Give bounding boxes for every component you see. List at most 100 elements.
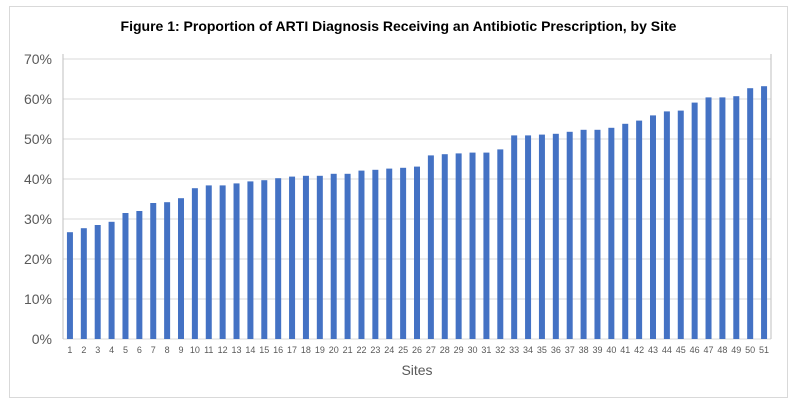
bar — [247, 181, 254, 339]
bar — [344, 173, 351, 339]
bar — [372, 169, 379, 339]
bar — [594, 129, 601, 339]
x-tick-label: 35 — [537, 345, 547, 355]
bar — [719, 97, 726, 340]
x-tick-label: 2 — [81, 345, 86, 355]
x-tick-label: 48 — [717, 345, 727, 355]
x-tick-label: 45 — [676, 345, 686, 355]
chart-frame — [9, 6, 788, 398]
bar — [691, 102, 698, 339]
x-tick-label: 46 — [690, 345, 700, 355]
x-tick-label: 24 — [384, 345, 394, 355]
x-tick-label: 37 — [565, 345, 575, 355]
x-tick-label: 10 — [190, 345, 200, 355]
x-tick-label: 49 — [731, 345, 741, 355]
bar — [358, 170, 365, 339]
bar — [469, 152, 476, 339]
bar — [552, 133, 559, 339]
y-tick-label: 20% — [24, 251, 52, 267]
bar — [538, 134, 545, 339]
bar — [483, 152, 490, 339]
bar — [650, 115, 656, 340]
x-tick-label: 21 — [343, 345, 353, 355]
x-tick-label: 1 — [67, 345, 72, 355]
x-axis-label: Sites — [401, 362, 432, 378]
x-tick-label: 11 — [204, 345, 213, 355]
x-tick-label: 38 — [579, 345, 589, 355]
x-tick-label: 7 — [151, 345, 156, 355]
bar — [275, 178, 282, 339]
bar — [455, 153, 462, 339]
x-tick-label: 6 — [137, 345, 142, 355]
x-tick-label: 50 — [745, 345, 755, 355]
bar — [205, 185, 212, 339]
x-tick-label: 19 — [315, 345, 325, 355]
bar — [302, 175, 309, 339]
x-tick-label: 13 — [232, 345, 242, 355]
x-tick-label: 23 — [370, 345, 380, 355]
x-tick-label: 33 — [509, 345, 519, 355]
bar — [289, 176, 296, 339]
bar — [136, 211, 143, 339]
x-tick-label: 20 — [329, 345, 339, 355]
chart-title: Figure 1: Proportion of ARTI Diagnosis R… — [120, 18, 677, 34]
x-tick-label: 39 — [592, 345, 602, 355]
x-tick-label: 15 — [259, 345, 269, 355]
bar — [386, 168, 393, 339]
bar — [427, 155, 434, 339]
bar — [608, 127, 615, 339]
x-tick-label: 26 — [412, 345, 422, 355]
bar — [566, 131, 573, 339]
bar — [677, 110, 684, 339]
x-tick-label: 47 — [704, 345, 714, 355]
x-tick-label: 22 — [356, 345, 366, 355]
x-tick-label: 30 — [468, 345, 478, 355]
x-tick-label: 42 — [634, 345, 644, 355]
x-tick-label: 25 — [398, 345, 408, 355]
y-tick-label: 50% — [24, 131, 52, 147]
bar — [66, 232, 73, 339]
y-tick-label: 0% — [32, 331, 52, 347]
x-tick-label: 9 — [178, 345, 183, 355]
bar — [497, 149, 504, 339]
bar — [122, 213, 129, 339]
bar — [663, 111, 670, 340]
y-tick-label: 10% — [24, 291, 52, 307]
x-tick-label: 43 — [648, 345, 658, 355]
bar — [511, 135, 518, 339]
bar — [233, 183, 240, 339]
x-tick-label: 36 — [551, 345, 561, 355]
y-tick-label: 70% — [24, 51, 52, 67]
x-tick-label: 34 — [523, 345, 533, 355]
x-tick-label: 41 — [620, 345, 630, 355]
bar — [747, 88, 754, 339]
x-tick-label: 18 — [301, 345, 311, 355]
x-tick-label: 40 — [606, 345, 616, 355]
bar — [330, 173, 337, 339]
x-tick-label: 29 — [454, 345, 464, 355]
x-tick-label: 4 — [109, 345, 114, 355]
x-tick-label: 51 — [759, 345, 769, 355]
bar — [525, 135, 532, 339]
bar — [94, 225, 101, 339]
bar — [316, 175, 323, 339]
bar — [441, 154, 448, 339]
bar — [761, 86, 768, 339]
x-tick-label: 28 — [440, 345, 450, 355]
bar — [178, 198, 184, 339]
x-tick-label: 3 — [95, 345, 100, 355]
bar — [191, 188, 198, 339]
x-tick-label: 5 — [123, 345, 128, 355]
x-tick-label: 31 — [481, 345, 491, 355]
x-tick-label: 16 — [273, 345, 283, 355]
x-tick-label: 27 — [426, 345, 436, 355]
bar — [219, 185, 226, 339]
bar — [80, 228, 87, 339]
bar — [705, 97, 712, 340]
y-tick-label: 40% — [24, 171, 52, 187]
x-tick-label: 8 — [165, 345, 170, 355]
x-tick-label: 14 — [245, 345, 255, 355]
bar — [580, 129, 587, 339]
bar — [636, 120, 643, 339]
